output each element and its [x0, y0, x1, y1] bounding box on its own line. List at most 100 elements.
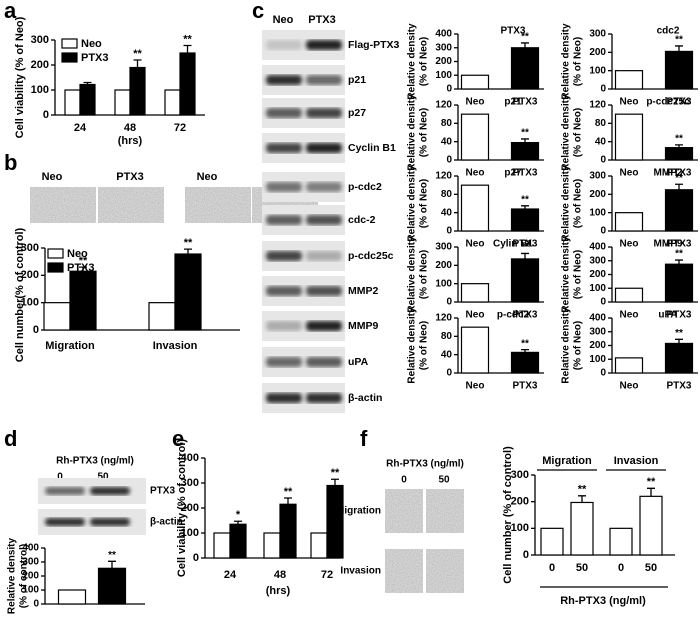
blot-label: uPA	[348, 356, 369, 368]
panel-letter: e	[172, 426, 184, 451]
blot-label: β-actin	[348, 392, 382, 404]
x-tick-label: PTX3	[512, 310, 537, 321]
y-tick-label: 0	[446, 297, 452, 308]
y-axis-label: Relative density	[7, 537, 18, 614]
y-tick-label: 300	[435, 42, 452, 53]
y-tick-label: 0	[446, 155, 452, 166]
blot-band	[266, 251, 302, 261]
significance-mark: **	[675, 134, 683, 145]
y-tick-label: 0	[600, 155, 606, 166]
error-bar	[521, 348, 529, 353]
y-tick-label: 100	[435, 278, 452, 289]
y-tick-label: 200	[181, 502, 199, 514]
bar	[64, 89, 81, 116]
bar	[114, 89, 131, 116]
blot-band	[90, 487, 130, 495]
blot-label: p27	[348, 107, 366, 119]
significance-mark: **	[521, 128, 529, 139]
y-tick-label: 0	[600, 226, 606, 237]
error-bar	[675, 338, 683, 344]
x-tick-label: Neo	[466, 381, 485, 392]
y-axis-label: Relative density	[561, 307, 572, 384]
group-label: Migration	[542, 455, 592, 467]
y-axis-label: Relative density	[407, 94, 418, 171]
significance-mark: **	[183, 33, 192, 45]
micrograph-texture	[385, 549, 423, 593]
chart-title: MMP2	[654, 168, 683, 179]
y-tick-label: 400	[589, 242, 606, 253]
x-tick-label: Neo	[466, 168, 485, 179]
x-tick-label: 24	[74, 122, 87, 134]
y-axis-label: Relative density	[561, 165, 572, 242]
bar	[664, 50, 694, 90]
significance-mark: **	[675, 249, 683, 260]
blot-band	[266, 75, 302, 85]
y-axis-label: Relative density	[407, 23, 418, 100]
significance-mark: **	[578, 484, 587, 496]
image-label: Migration	[336, 506, 381, 517]
blot-label: Flag-PTX3	[348, 39, 400, 51]
significance-mark: **	[521, 32, 529, 43]
y-tick-label: 200	[22, 571, 39, 582]
blot-label: p21	[348, 74, 366, 86]
blot-band	[306, 393, 342, 403]
blot-band	[266, 215, 302, 225]
significance-mark: **	[521, 194, 529, 205]
micrograph-texture	[185, 187, 251, 223]
bar	[326, 484, 344, 559]
error-bar	[578, 495, 586, 503]
blot-band	[266, 108, 302, 118]
x-axis-label: (hrs)	[266, 585, 291, 597]
significance-mark: **	[675, 328, 683, 339]
y-tick-label: 40	[595, 136, 607, 147]
bar	[664, 342, 694, 374]
error-bar	[675, 45, 683, 52]
y-axis-label: Relative density	[561, 94, 572, 171]
x-tick-label: 24	[224, 569, 237, 581]
legend-swatch	[47, 262, 64, 273]
x-tick-label: Migration	[45, 340, 95, 352]
bar	[179, 52, 196, 116]
y-tick-label: 100	[589, 283, 606, 294]
blot-band	[266, 286, 302, 296]
y-tick-label: 0	[446, 84, 452, 95]
y-tick-label: 0	[43, 109, 49, 121]
lane-label: 50	[97, 472, 109, 483]
y-tick-label: 300	[511, 469, 529, 481]
error-bar	[284, 497, 292, 505]
x-axis-label: (hrs)	[118, 135, 143, 147]
blot-label: cdc-2	[348, 214, 376, 226]
y-tick-label: 400	[22, 543, 39, 554]
x-tick-label: PTX3	[666, 381, 691, 392]
y-tick-label: 200	[589, 269, 606, 280]
y-axis-label: (% of Neo)	[419, 321, 430, 370]
bar	[664, 263, 694, 303]
panel-letter: f	[360, 426, 368, 451]
x-tick-label: 50	[645, 562, 657, 574]
bar	[664, 189, 694, 232]
bar	[69, 270, 97, 331]
x-tick-label: Neo	[466, 97, 485, 108]
blot-band	[306, 40, 342, 50]
chart-title: p21	[504, 97, 522, 108]
y-axis-label: (% of Neo)	[419, 179, 430, 228]
blot-label: MMP2	[348, 285, 378, 297]
bar	[614, 357, 644, 374]
y-tick-label: 300	[21, 242, 39, 254]
y-tick-label: 300	[31, 34, 49, 46]
blot-band	[306, 251, 342, 261]
chart-title: uPA	[658, 310, 677, 321]
blot-band	[90, 518, 130, 526]
y-tick-label: 120	[589, 100, 606, 111]
x-tick-label: 0	[549, 562, 555, 574]
error-bar	[521, 205, 529, 209]
y-axis-label: Relative density	[407, 236, 418, 313]
y-tick-label: 100	[181, 527, 199, 539]
y-tick-label: 80	[441, 118, 453, 129]
micrograph-texture	[426, 489, 464, 533]
significance-mark: **	[133, 48, 142, 60]
bar	[310, 532, 328, 559]
panel-letter: b	[4, 150, 17, 175]
bar	[510, 208, 540, 232]
